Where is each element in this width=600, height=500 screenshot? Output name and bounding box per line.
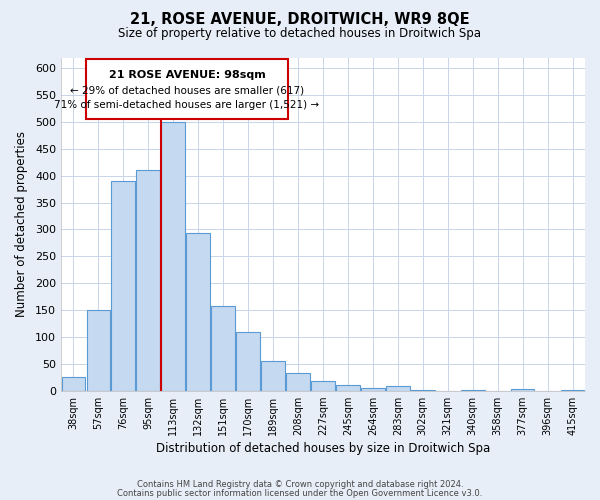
Bar [161,122,185,390]
Bar [187,233,210,390]
Bar [286,373,310,390]
Bar [386,386,410,390]
Bar [261,361,285,390]
Bar [211,306,235,390]
X-axis label: Distribution of detached houses by size in Droitwich Spa: Distribution of detached houses by size … [156,442,490,455]
Y-axis label: Number of detached properties: Number of detached properties [15,131,28,317]
Text: Contains HM Land Registry data © Crown copyright and database right 2024.: Contains HM Land Registry data © Crown c… [137,480,463,489]
Text: 71% of semi-detached houses are larger (1,521) →: 71% of semi-detached houses are larger (… [55,100,320,110]
Bar [361,388,385,390]
Text: Contains public sector information licensed under the Open Government Licence v3: Contains public sector information licen… [118,488,482,498]
Text: 21 ROSE AVENUE: 98sqm: 21 ROSE AVENUE: 98sqm [109,70,265,80]
Text: Size of property relative to detached houses in Droitwich Spa: Size of property relative to detached ho… [119,28,482,40]
Bar [311,381,335,390]
Text: 21, ROSE AVENUE, DROITWICH, WR9 8QE: 21, ROSE AVENUE, DROITWICH, WR9 8QE [130,12,470,28]
Bar [112,181,135,390]
Bar [62,378,85,390]
Bar [86,310,110,390]
FancyBboxPatch shape [86,59,288,120]
Text: ← 29% of detached houses are smaller (617): ← 29% of detached houses are smaller (61… [70,86,304,96]
Bar [236,332,260,390]
Bar [511,389,535,390]
Bar [136,170,160,390]
Bar [336,386,360,390]
